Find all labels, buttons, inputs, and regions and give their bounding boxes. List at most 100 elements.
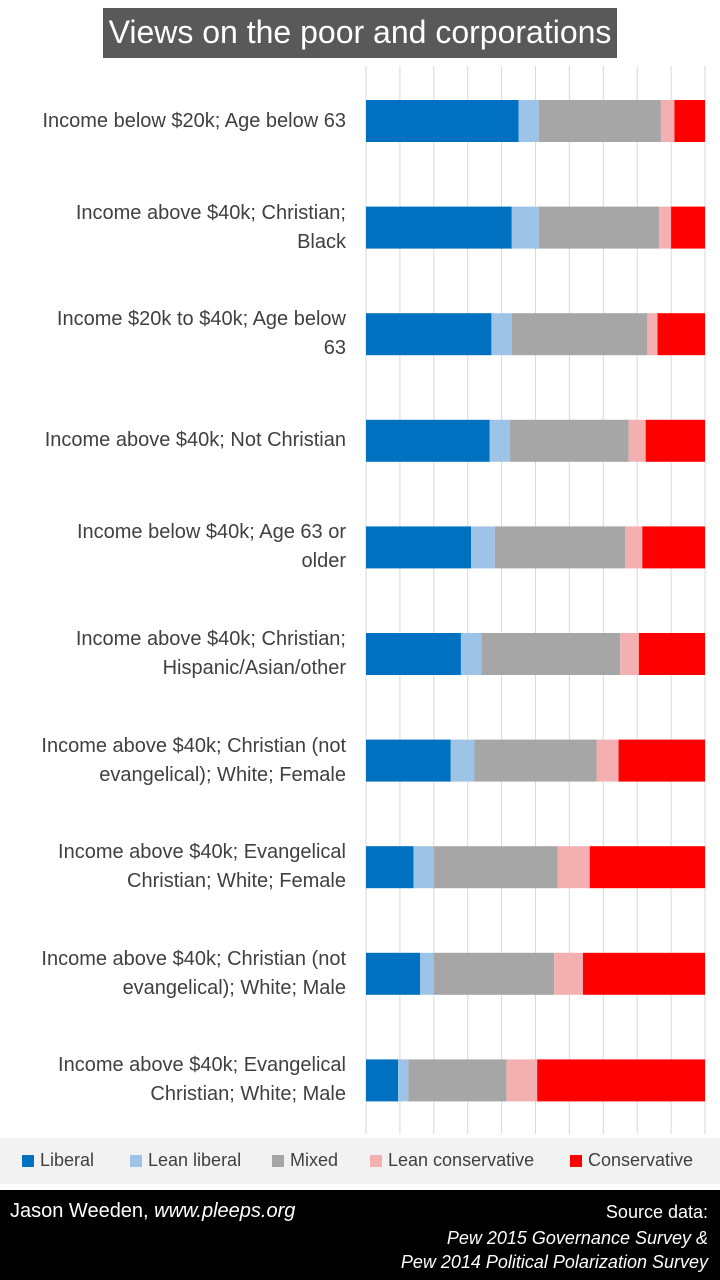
bar-segment-lean-conservative [647,313,658,356]
bar-segment-mixed [494,526,626,569]
bar-segment-mixed [474,739,597,782]
category-label: Income above $40k; Christian (not evangel… [4,732,346,790]
category-label-line: evangelical); White; Male [122,976,346,999]
source-line-2: Pew 2014 Political Polarization Survey [400,1252,708,1272]
category-label: Income $20k to $40k; Age below 63 [4,305,346,363]
bar-segment-mixed [511,313,648,356]
category-label: Income above $40k; Evangelical Christian;… [4,838,346,896]
bar-segment-liberal [366,419,490,462]
bar-segment-mixed [433,846,558,889]
bar-segment-liberal [366,633,461,675]
bar-segment-lean-liberal [511,206,539,249]
footer: Jason Weeden, www.pleeps.org Source data… [0,1190,720,1280]
legend-item: Liberal [22,1150,94,1171]
bar-segment-lean-liberal [518,100,539,142]
bar-segment-liberal [366,846,414,889]
bar-segment-lean-conservative [659,206,672,249]
bar-segment-conservative [638,633,705,675]
category-label-line: Income above $40k; Christian (not [41,947,346,970]
category-label: Income below $20k; Age below 63 [4,107,346,136]
chart-plot [365,66,706,1134]
bar-segment-lean-conservative [554,952,583,995]
bar-segment-lean-conservative [628,419,646,462]
bar-segment-lean-conservative [596,739,619,782]
bar-segment-lean-conservative [557,846,590,889]
legend-label: Conservative [588,1150,694,1170]
title-container: Views on the poor and corporations [0,8,720,58]
category-label-line: older [301,550,346,573]
bar-segment-mixed [538,206,660,249]
legend-label: Lean liberal [148,1150,242,1170]
category-label-line: Christian; White; Female [127,870,346,893]
category-label-line: 63 [323,337,346,360]
category-label: Income above $40k; Not Christian [4,426,346,455]
category-label: Income above $40k; Christian; Hispanic/As… [4,625,346,683]
author-credit: Jason Weeden, www.pleeps.org [10,1200,295,1223]
category-label-line: evangelical); White; Female [99,763,346,786]
author-name: Jason Weeden, [10,1200,155,1222]
bar-segment-lean-liberal [413,846,434,889]
bar-segment-lean-liberal [460,633,482,675]
bar-segment-lean-liberal [420,952,434,995]
bar-segment-mixed [510,419,629,462]
legend-swatch [272,1154,284,1167]
bar-segment-lean-conservative [625,526,643,569]
bar-segment-conservative [537,1059,705,1102]
legend-label: Lean conservative [388,1150,535,1170]
category-label-line: Income above $40k; Christian (not [41,734,346,757]
category-label-line: Black [297,230,346,253]
bar-segment-conservative [645,419,705,462]
bar-segment-conservative [582,952,705,995]
bar-segment-liberal [366,952,421,995]
bar-segment-liberal [366,1059,399,1102]
bar-segment-conservative [657,313,705,356]
category-label: Income above $40k; Christian; Black [4,199,346,257]
legend-item: Conservative [570,1150,693,1171]
category-label-line: Hispanic/Asian/other [162,657,346,679]
bar-segment-conservative [589,846,705,889]
bar-segment-lean-liberal [471,526,495,569]
category-label-line: Income above $40k; Evangelical [58,841,346,864]
chart-title: Views on the poor and corporations [102,8,618,58]
bar-segment-liberal [366,206,512,249]
bar-segment-mixed [433,952,555,995]
legend: Liberal Lean liberal Mixed Lean conservativ… [0,1138,720,1184]
legend-item: Lean conservative [370,1150,534,1171]
bar-segment-lean-conservative [620,633,639,675]
legend-swatch [22,1154,34,1167]
bar-segment-lean-liberal [450,739,475,782]
category-label-line: Income above $40k; Christian; [75,201,346,224]
bar-segment-mixed [481,633,621,675]
category-label-line: Income $20k to $40k; Age below [56,308,346,331]
bar-segment-lean-liberal [491,313,512,356]
author-website: www.pleeps.org [154,1200,296,1222]
category-label: Income above $40k; Evangelical Christian;… [4,1051,346,1109]
bar-segment-liberal [366,526,472,569]
bar-segment-lean-conservative [506,1059,538,1102]
bar-segment-conservative [642,526,705,569]
bar-segment-conservative [671,206,705,249]
legend-item: Mixed [272,1150,338,1171]
bars [366,100,706,1102]
legend-label: Liberal [40,1150,95,1170]
source-line-1: Pew 2015 Governance Survey & [446,1228,708,1248]
category-label-line: Income above $40k; Not Christian [44,429,346,452]
category-label: Income above $40k; Christian (not evangel… [4,945,346,1003]
bar-segment-liberal [366,100,519,142]
legend-swatch [370,1154,382,1167]
category-label-line: Income above $40k; Christian; [75,628,346,650]
bar-segment-lean-conservative [660,100,675,142]
legend-item: Lean liberal [130,1150,241,1171]
bar-segment-lean-liberal [489,419,511,462]
bar-segment-mixed [538,100,661,142]
source-heading: Source data: [605,1202,708,1222]
legend-swatch [570,1154,582,1167]
category-label-line: Income below $20k; Age below 63 [42,109,346,132]
category-label: Income below $40k; Age 63 or older [4,518,346,576]
category-label-line: Income below $40k; Age 63 or [76,521,346,544]
bar-segment-lean-liberal [398,1059,409,1102]
category-label-line: Income above $40k; Evangelical [58,1054,346,1077]
bar-segment-mixed [408,1059,507,1102]
legend-swatch [130,1154,142,1167]
bar-segment-conservative [618,739,706,782]
